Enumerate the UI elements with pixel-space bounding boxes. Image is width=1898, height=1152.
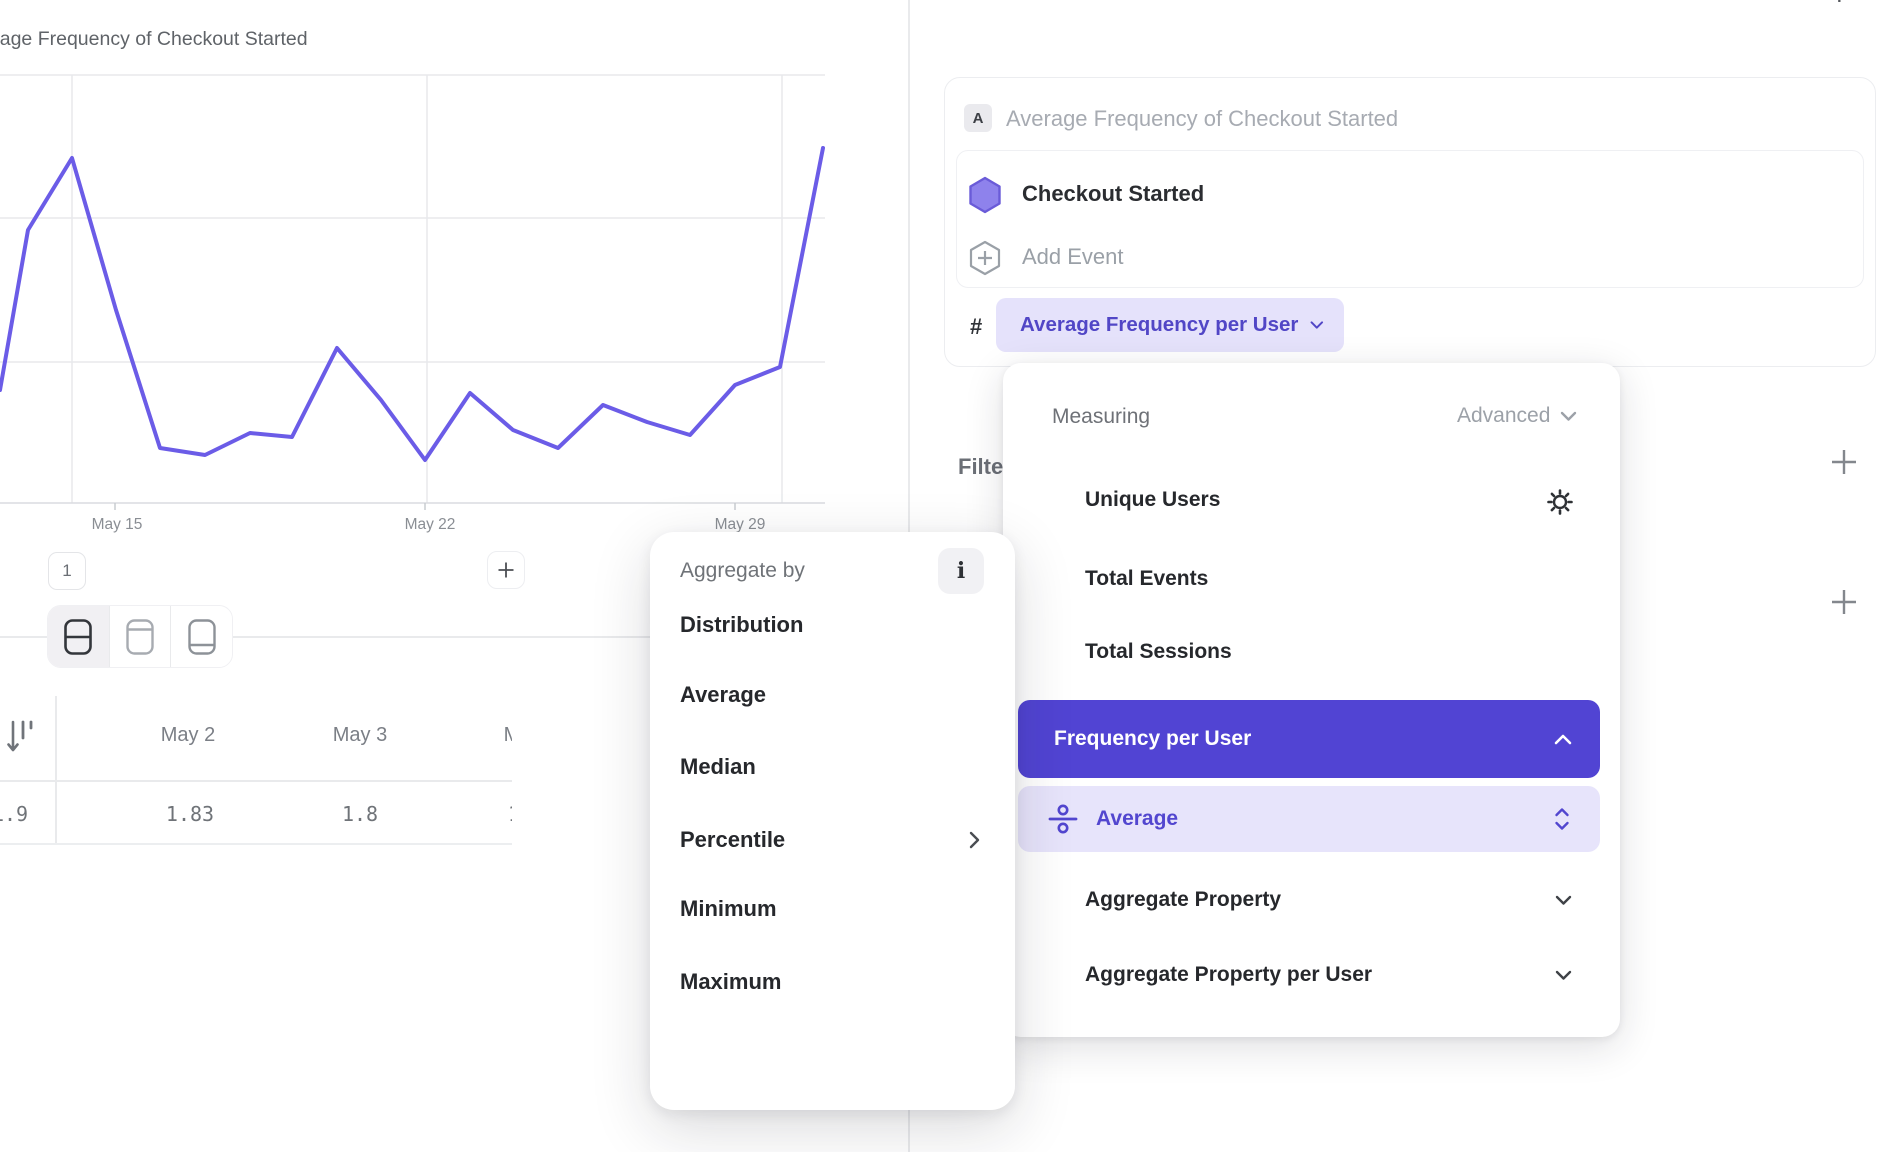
maximum-label: Maximum xyxy=(680,969,782,994)
chart-table-divider xyxy=(0,636,908,638)
measure-pill-label: Average Frequency per User xyxy=(1020,313,1299,336)
metrics-section-title: Metrics xyxy=(962,0,1043,6)
aggregate-item-distribution[interactable]: Distribution xyxy=(680,612,980,638)
metric-name-input[interactable]: Average Frequency of Checkout Started xyxy=(1006,106,1399,131)
table-value-clipped: 1.9 xyxy=(0,802,29,826)
table-header-may3[interactable]: May 3 xyxy=(332,724,388,746)
table-value-may3: 1.8 xyxy=(341,802,379,826)
menu-item-aggregate-property-per-user[interactable]: Aggregate Property per User xyxy=(1018,945,1600,1005)
median-label: Median xyxy=(680,754,756,779)
layout-top-row-button[interactable] xyxy=(108,606,171,667)
table-row-border xyxy=(0,843,512,845)
aggregate-property-label: Aggregate Property xyxy=(1085,888,1282,911)
table-value-may2: 1.83 xyxy=(165,802,215,826)
average-label: Average xyxy=(680,682,767,707)
sub-selected-item-label: Average xyxy=(1096,807,1179,830)
event-container xyxy=(956,150,1864,288)
info-icon[interactable]: i xyxy=(938,548,984,594)
layout-split-horizontal-button[interactable] xyxy=(48,606,109,667)
add-event-button[interactable]: Add Event xyxy=(1022,244,1124,269)
metric-badge: A xyxy=(964,104,992,132)
division-icon xyxy=(1048,804,1078,834)
menu-item-unique-users[interactable]: Unique Users xyxy=(1085,488,1221,511)
table-header-border xyxy=(0,780,512,782)
gear-icon[interactable] xyxy=(1546,488,1574,516)
chart-count-value: 1 xyxy=(62,561,72,580)
measuring-header: Measuring xyxy=(1052,405,1151,428)
split-middle-icon xyxy=(64,618,93,655)
event-name[interactable]: Checkout Started xyxy=(1022,181,1205,206)
chart-count-box[interactable]: 1 xyxy=(48,552,86,590)
sort-icon[interactable] xyxy=(7,720,35,758)
aggregate-item-average[interactable]: Average xyxy=(680,682,980,708)
x-axis-label-may29: May 29 xyxy=(714,516,766,533)
aggregate-item-maximum[interactable]: Maximum xyxy=(680,969,980,995)
aggregate-item-minimum[interactable]: Minimum xyxy=(680,896,980,922)
percentile-label: Percentile xyxy=(680,827,786,852)
menu-item-average-sub[interactable]: Average xyxy=(1018,786,1600,852)
line-chart-svg xyxy=(0,74,825,510)
menu-item-total-sessions[interactable]: Total Sessions xyxy=(1085,640,1232,663)
chevron-down-icon xyxy=(1555,970,1572,980)
minimum-label: Minimum xyxy=(680,896,777,921)
measure-dropdown-pill[interactable]: Average Frequency per User xyxy=(996,298,1344,352)
unfold-icon xyxy=(1555,808,1569,830)
chevron-down-icon xyxy=(1555,895,1572,905)
layout-toggle-group xyxy=(47,605,233,668)
event-hexagon-icon xyxy=(969,176,1001,214)
split-bottom-icon xyxy=(187,618,216,655)
chevron-right-icon xyxy=(969,831,980,849)
chevron-down-icon xyxy=(1561,411,1577,421)
metrics-add-icon[interactable]: + xyxy=(1830,0,1849,13)
add-button[interactable] xyxy=(487,551,525,589)
selected-item-label: Frequency per User xyxy=(1054,727,1252,750)
table-header-may2[interactable]: May 2 xyxy=(160,724,216,746)
aggregate-item-percentile[interactable]: Percentile xyxy=(680,827,980,853)
table-header-partial[interactable]: M xyxy=(504,724,512,747)
chevron-down-icon xyxy=(1310,321,1324,329)
aggregate-by-dropdown xyxy=(650,532,1015,1110)
advanced-toggle[interactable]: Advanced xyxy=(1457,404,1577,428)
advanced-label: Advanced xyxy=(1457,404,1551,427)
table-value-partial: 1 xyxy=(508,802,512,826)
line-chart-plot[interactable] xyxy=(0,0,826,512)
menu-item-frequency-per-user[interactable]: Frequency per User xyxy=(1018,700,1600,778)
table-column-border xyxy=(55,696,57,843)
hash-icon: # xyxy=(970,314,983,339)
x-axis-label-may15: May 15 xyxy=(91,516,143,533)
add-filter-icon[interactable] xyxy=(1828,446,1860,478)
x-axis-label-may22: May 22 xyxy=(404,516,456,533)
results-table: May 2 May 3 M 1.9 1.83 1.8 1 xyxy=(0,690,512,855)
split-top-icon xyxy=(126,618,154,655)
layout-bottom-row-button[interactable] xyxy=(170,606,232,667)
aggregate-by-header: Aggregate by xyxy=(680,559,805,582)
menu-item-total-events[interactable]: Total Events xyxy=(1085,567,1209,590)
add-event-icon[interactable] xyxy=(968,240,1002,276)
aggregate-item-median[interactable]: Median xyxy=(680,754,980,780)
chart-title: Average Frequency of Checkout Started xyxy=(0,28,308,50)
plus-icon xyxy=(498,562,514,578)
menu-item-aggregate-property[interactable]: Aggregate Property xyxy=(1018,870,1600,930)
aggregate-property-per-user-label: Aggregate Property per User xyxy=(1085,963,1373,986)
add-breakdown-icon[interactable] xyxy=(1828,586,1860,618)
distribution-label: Distribution xyxy=(680,612,804,637)
chevron-up-icon xyxy=(1554,734,1572,744)
